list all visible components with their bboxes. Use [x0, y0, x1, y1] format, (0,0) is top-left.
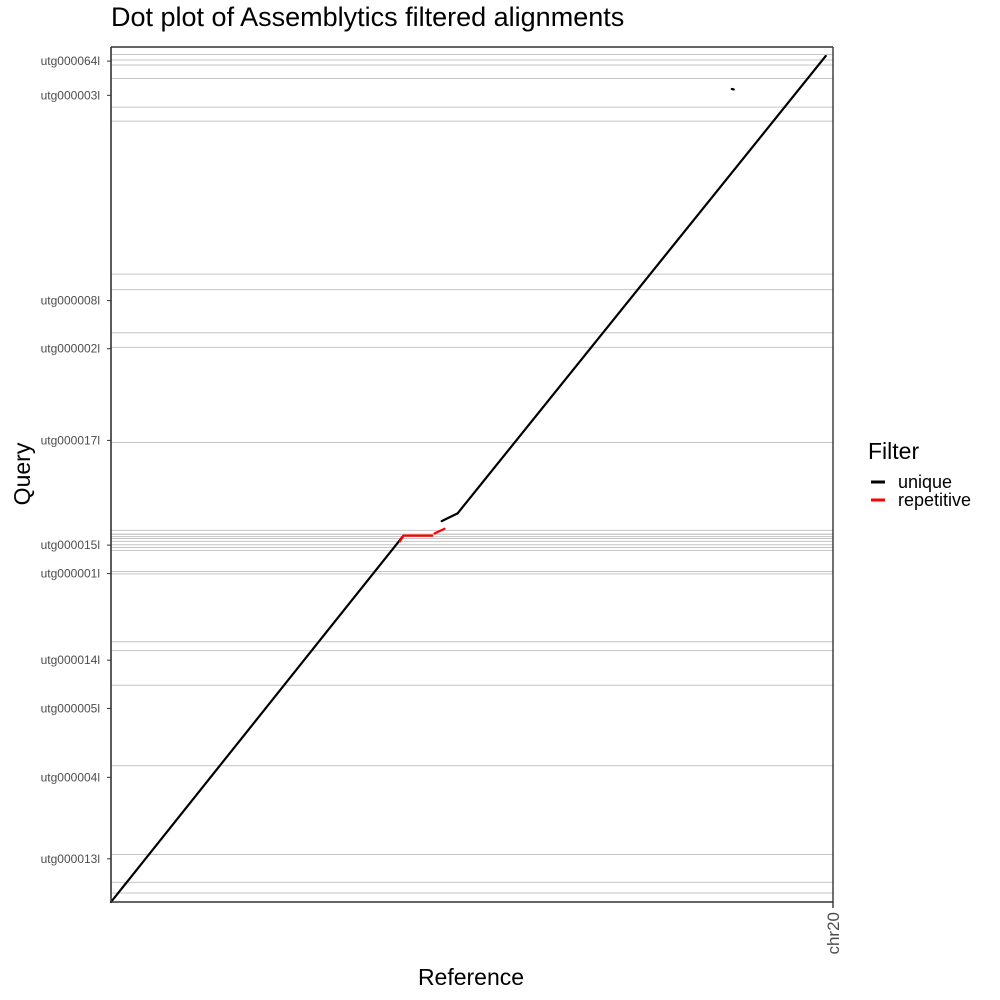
- chart-title: Dot plot of Assemblytics filtered alignm…: [111, 2, 624, 32]
- repetitive-alignment-1: [398, 534, 405, 543]
- unique-alignment-3: [730, 87, 735, 91]
- plot-background: [111, 47, 833, 902]
- y-tick-label-10: utg000064l: [41, 54, 100, 68]
- y-tick-label-5: utg000015l: [41, 538, 100, 552]
- y-tick-labels: utg000013l utg000004l utg000005l utg000014l…: [41, 54, 111, 866]
- y-tick-label-4: utg000001l: [41, 567, 100, 581]
- y-tick-label-6: utg000017l: [41, 433, 100, 447]
- y-tick-label-7: utg000002l: [41, 342, 100, 356]
- plot-panel: [109, 46, 834, 904]
- unique-alignment-2: [440, 512, 459, 523]
- y-tick-label-3: utg000014l: [41, 653, 100, 667]
- y-tick-label-9: utg000003l: [41, 88, 100, 102]
- x-tick-label-0: chr20: [824, 912, 843, 955]
- y-tick-label-1: utg000004l: [41, 770, 100, 784]
- unique-alignment-1: [456, 54, 827, 515]
- y-tick-label-2: utg000005l: [41, 701, 100, 715]
- y-axis-title: Query: [9, 442, 35, 505]
- unique-alignment-0: [109, 534, 405, 904]
- contig-boundary-lines: [111, 54, 833, 894]
- y-tick-label-8: utg000008l: [41, 294, 100, 308]
- legend-label-repetitive: repetitive: [898, 490, 971, 510]
- repetitive-alignment-2: [433, 527, 446, 535]
- y-tick-label-0: utg000013l: [41, 852, 100, 866]
- x-tick-labels: chr20: [824, 902, 843, 955]
- alignment-segments: [109, 54, 827, 904]
- legend-title: Filter: [868, 438, 919, 464]
- legend-label-unique: unique: [898, 472, 952, 492]
- x-axis-title: Reference: [418, 964, 524, 990]
